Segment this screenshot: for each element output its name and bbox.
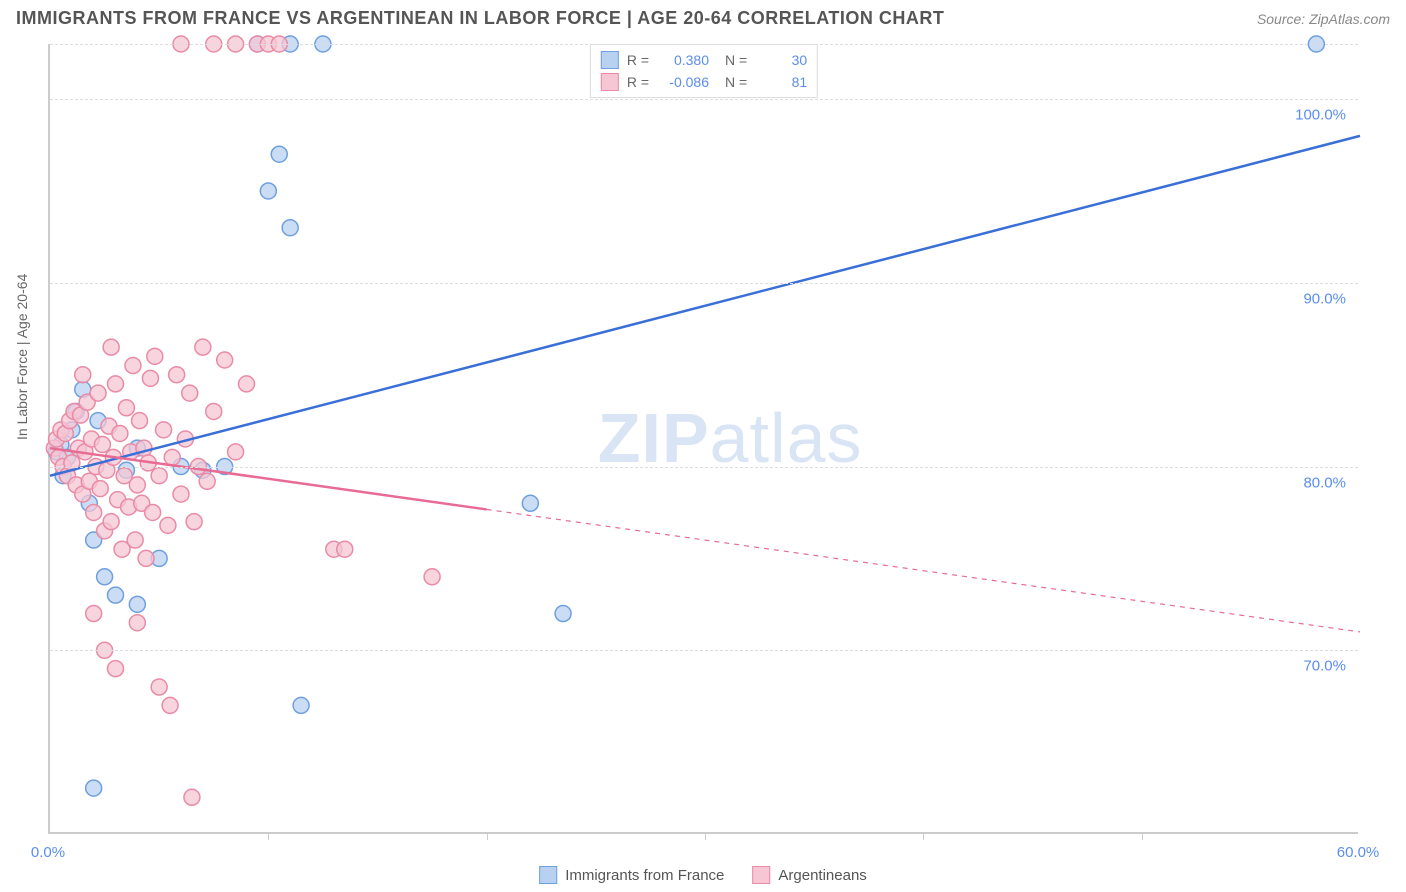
data-point [522, 495, 538, 511]
data-point [132, 413, 148, 429]
data-point [86, 504, 102, 520]
legend-series: Immigrants from France Argentineans [539, 866, 867, 884]
x-tick [1142, 832, 1143, 840]
legend-stats: R = 0.380 N = 30 R = -0.086 N = 81 [590, 44, 818, 98]
data-point [173, 486, 189, 502]
data-point [86, 606, 102, 622]
data-point [127, 532, 143, 548]
data-point [108, 587, 124, 603]
data-point [151, 468, 167, 484]
data-point [282, 220, 298, 236]
data-point [142, 370, 158, 386]
data-point [239, 376, 255, 392]
gridline [50, 283, 1358, 284]
legend-series-item: Argentineans [752, 866, 866, 884]
stat-n-value: 81 [755, 74, 807, 90]
data-point [92, 481, 108, 497]
legend-series-label: Argentineans [778, 867, 866, 884]
chart-source: Source: ZipAtlas.com [1257, 11, 1390, 27]
data-point [118, 400, 134, 416]
gridline [50, 467, 1358, 468]
data-point [151, 679, 167, 695]
scatter-svg [50, 44, 1358, 832]
trend-line [50, 136, 1360, 476]
y-tick-label: 100.0% [1295, 107, 1346, 124]
legend-swatch [601, 51, 619, 69]
data-point [112, 425, 128, 441]
legend-stat-row: R = 0.380 N = 30 [601, 49, 807, 71]
y-tick-label: 80.0% [1303, 474, 1346, 491]
data-point [217, 352, 233, 368]
y-axis-label: In Labor Force | Age 20-64 [14, 274, 30, 440]
legend-stat-row: R = -0.086 N = 81 [601, 71, 807, 93]
chart-header: IMMIGRANTS FROM FRANCE VS ARGENTINEAN IN… [0, 0, 1406, 35]
data-point [103, 514, 119, 530]
data-point [108, 376, 124, 392]
data-point [94, 437, 110, 453]
x-tick-label: 0.0% [31, 844, 65, 861]
stat-r-value: -0.086 [657, 74, 709, 90]
data-point [169, 367, 185, 383]
data-point [182, 385, 198, 401]
chart-plot-area: ZIPatlas R =0.380N =30R =-0.086N =81 70.… [48, 44, 1358, 834]
data-point [555, 606, 571, 622]
data-point [186, 514, 202, 530]
data-point [199, 473, 215, 489]
data-point [129, 477, 145, 493]
data-point [129, 615, 145, 631]
gridline [50, 99, 1358, 100]
data-point [156, 422, 172, 438]
data-point [164, 449, 180, 465]
legend-swatch [601, 73, 619, 91]
data-point [337, 541, 353, 557]
data-point [129, 596, 145, 612]
data-point [138, 550, 154, 566]
data-point [86, 780, 102, 796]
y-tick-label: 70.0% [1303, 658, 1346, 675]
x-tick [705, 832, 706, 840]
data-point [293, 697, 309, 713]
data-point [75, 367, 91, 383]
data-point [206, 403, 222, 419]
x-tick [268, 832, 269, 840]
data-point [97, 569, 113, 585]
data-point [184, 789, 200, 805]
x-tick-label: 60.0% [1337, 844, 1380, 861]
x-tick [487, 832, 488, 840]
data-point [147, 348, 163, 364]
stat-r-label: R = [627, 74, 649, 90]
stat-n-label: N = [725, 74, 747, 90]
data-point [271, 146, 287, 162]
x-tick [923, 832, 924, 840]
legend-series-item: Immigrants from France [539, 866, 724, 884]
stat-n-value: 30 [755, 52, 807, 68]
data-point [103, 339, 119, 355]
stat-r-label: R = [627, 52, 649, 68]
stat-r-value: 0.380 [657, 52, 709, 68]
data-point [108, 661, 124, 677]
data-point [125, 358, 141, 374]
data-point [228, 444, 244, 460]
legend-swatch [539, 866, 557, 884]
y-tick-label: 90.0% [1303, 290, 1346, 307]
stat-n-label: N = [725, 52, 747, 68]
data-point [162, 697, 178, 713]
data-point [260, 183, 276, 199]
legend-series-label: Immigrants from France [565, 867, 724, 884]
data-point [90, 385, 106, 401]
gridline [50, 650, 1358, 651]
data-point [424, 569, 440, 585]
data-point [145, 504, 161, 520]
chart-title: IMMIGRANTS FROM FRANCE VS ARGENTINEAN IN… [16, 8, 944, 29]
data-point [160, 517, 176, 533]
trend-line-dashed [487, 509, 1360, 631]
legend-swatch [752, 866, 770, 884]
data-point [195, 339, 211, 355]
